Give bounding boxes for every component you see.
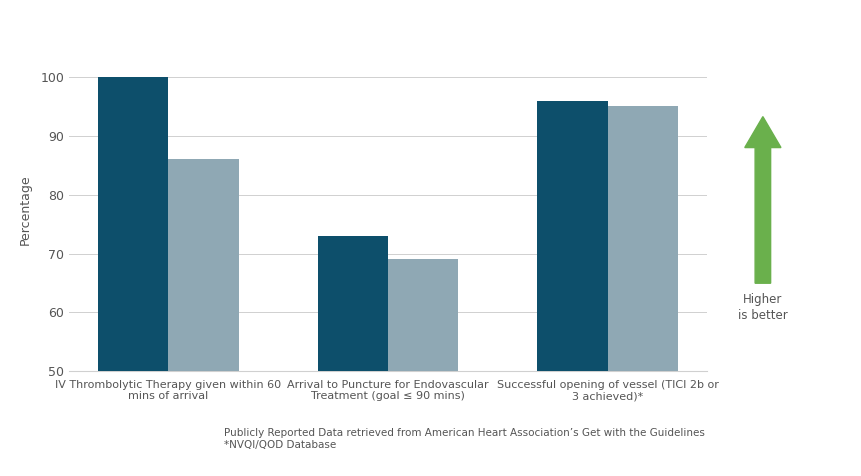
Text: Publicly Reported Data retrieved from American Heart Association’s Get with the : Publicly Reported Data retrieved from Am… [224, 428, 704, 450]
FancyArrow shape [744, 117, 780, 283]
Bar [98, 77, 168, 476]
Y-axis label: Percentage: Percentage [19, 174, 32, 245]
Bar [607, 107, 677, 476]
Bar [536, 100, 607, 476]
Text: Higher
is better: Higher is better [737, 293, 787, 322]
Bar [317, 236, 387, 476]
Bar [387, 259, 458, 476]
Bar [168, 159, 238, 476]
